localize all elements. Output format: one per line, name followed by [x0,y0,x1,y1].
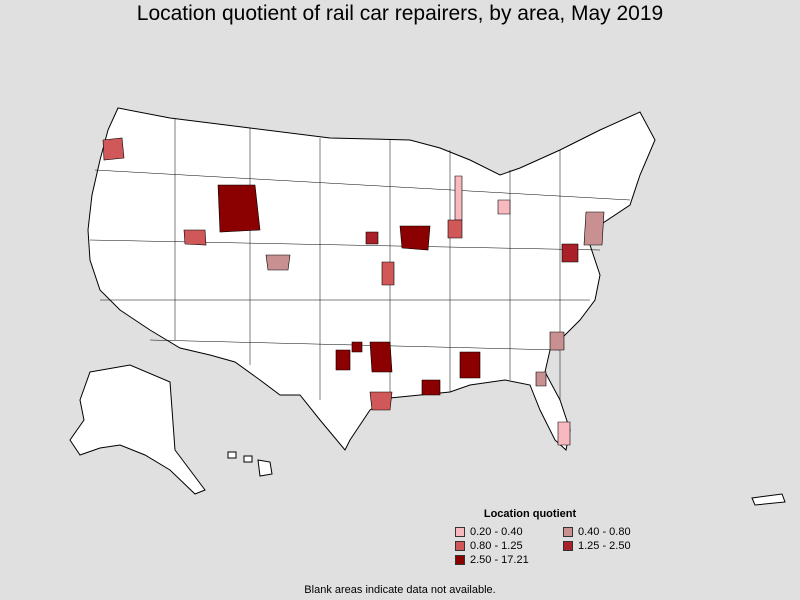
legend-label: 0.20 - 0.40 [470,526,523,538]
area-lincoln [365,231,379,245]
alaska [69,364,206,495]
area-charleston [549,331,565,351]
area-northern-indiana [447,219,463,239]
area-virginia [561,243,579,263]
area-iowa [399,225,431,251]
legend-label: 0.80 - 1.25 [470,540,523,552]
area-chicago [454,175,463,221]
area-savannah [535,371,547,387]
area-houston [369,391,393,411]
legend-title: Location quotient [483,508,577,520]
colored-areas [102,137,605,446]
area-kansas-city [381,261,395,286]
legend-swatch [563,541,573,551]
area-wyoming [217,184,261,233]
legend-swatch [563,527,573,537]
legend-item: 1.25 - 2.50 [563,540,663,552]
area-southeast-florida [557,421,571,446]
legend-swatch [455,527,465,537]
area-northeast-texas [351,341,363,353]
legend-swatch [455,555,465,565]
area-nw-oregon [102,137,125,161]
puerto-rico [751,493,786,506]
area-texarkana [369,341,393,373]
legend-swatch [455,541,465,551]
legend-items: 0.20 - 0.40 0.40 - 0.80 0.80 - 1.25 1.25… [455,526,655,566]
legend-label: 0.40 - 0.80 [578,526,631,538]
area-pueblo [265,254,291,271]
area-boundaries [89,118,631,400]
area-harrisburg [583,211,605,246]
legend-item: 0.20 - 0.40 [455,526,563,538]
area-erie [497,199,511,215]
map-title: Location quotient of rail car repairers,… [136,2,664,25]
area-birmingham [459,351,481,379]
legend-item: 2.50 - 17.21 [455,554,563,566]
legend-label: 2.50 - 17.21 [470,554,529,566]
hawaii [227,451,273,477]
legend-item: 0.40 - 0.80 [563,526,663,538]
area-western-arkansas [335,349,351,371]
area-grand-junction [183,229,207,246]
area-baton-rouge [421,379,441,396]
legend: Location quotient 0.20 - 0.40 0.40 - 0.8… [455,508,655,566]
legend-label: 1.25 - 2.50 [578,540,631,552]
legend-item: 0.80 - 1.25 [455,540,563,552]
footnote: Blank areas indicate data not available. [304,584,496,596]
